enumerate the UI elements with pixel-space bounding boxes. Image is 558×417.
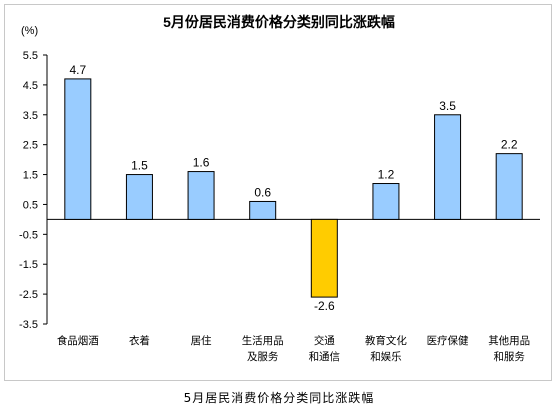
y-tick-label: -0.5: [19, 229, 38, 241]
y-tick-label: -3.5: [19, 319, 38, 331]
x-tick-label: 和娱乐: [370, 350, 402, 363]
data-label: -2.6: [314, 299, 335, 313]
y-tick-label: -2.5: [19, 289, 38, 301]
y-tick-label: 1.5: [23, 170, 38, 182]
x-tick-label: 和服务: [493, 350, 525, 363]
data-label: 0.6: [254, 185, 271, 199]
y-tick-label: -1.5: [19, 259, 38, 271]
bar: [125, 174, 153, 220]
x-tick-label: 生活用品: [242, 334, 284, 347]
y-axis-unit-label: (%): [21, 25, 38, 37]
axes: 5.5 4.5 3.5 2.5 1.5 0.5 -0.5 -1.5 -2.5 -3.5: [19, 50, 540, 331]
x-tick-label: 居住: [191, 334, 212, 347]
data-label: 1.5: [131, 159, 148, 173]
chart-frame: [4, 4, 552, 381]
bar: [372, 183, 400, 220]
bars: [64, 78, 523, 298]
data-label: 1.6: [193, 156, 210, 170]
data-label: 2.2: [501, 138, 518, 152]
y-tick-label: 4.5: [23, 80, 38, 92]
y-tick-label: 0.5: [23, 199, 38, 211]
x-tick-label: 其他用品: [488, 334, 530, 347]
y-tick-label: 5.5: [23, 50, 38, 62]
bar: [434, 114, 462, 220]
bar: [495, 153, 523, 220]
x-tick-label: 教育文化: [365, 334, 407, 347]
data-label: 3.5: [439, 99, 456, 113]
figure-caption: 5月居民消费价格分类同比涨跌幅: [183, 391, 375, 405]
chart-title: 5月份居民消费价格分类别同比涨跌幅: [163, 14, 395, 30]
bar: [64, 78, 92, 220]
y-tick-label: 3.5: [23, 110, 38, 122]
data-label: 4.7: [69, 63, 86, 77]
bar: [249, 200, 277, 220]
x-tick-label: 医疗保健: [427, 334, 469, 347]
y-tick-label: 2.5: [23, 140, 38, 152]
x-tick-label: 和通信: [309, 351, 341, 363]
bar: [187, 171, 215, 220]
x-tick-label: 交通: [314, 334, 335, 347]
x-tick-label: 食品烟酒: [57, 334, 99, 347]
x-tick-label: 及服务: [247, 350, 279, 363]
data-label: 1.2: [378, 168, 395, 182]
x-tick-label: 衣着: [129, 334, 150, 347]
bar: [310, 218, 338, 298]
